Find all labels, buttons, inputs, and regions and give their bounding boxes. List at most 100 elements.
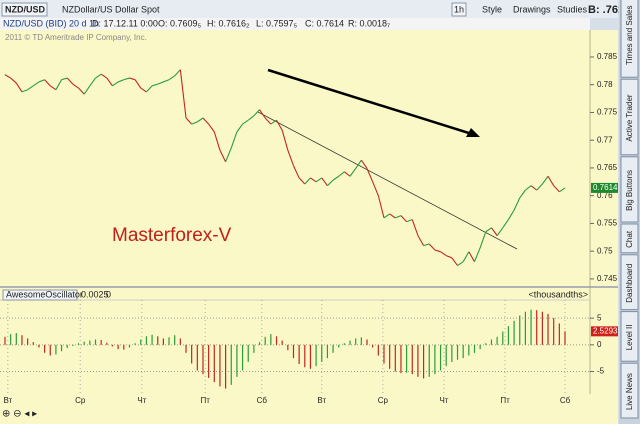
sidebar-tab-label: Times and Sales (625, 6, 634, 65)
oscillator-bar (128, 344, 131, 348)
oscillator-bar (394, 344, 396, 372)
oscillator-bar (275, 336, 278, 345)
oscillator-bar (428, 344, 430, 377)
oscillator-bar (553, 318, 555, 345)
oscillator-bar (315, 344, 317, 367)
oscillator-bar (417, 344, 419, 377)
oscillator-bar (151, 334, 153, 345)
price-segment (230, 131, 238, 149)
sidebar-tab[interactable] (620, 311, 639, 362)
oscillator-bar (541, 311, 543, 345)
oscillator-bar (321, 344, 323, 362)
zoom-controls[interactable]: ⊕ ⊖ ◂ ▸ (2, 409, 37, 420)
style-menu[interactable]: Style (482, 4, 502, 14)
sidebar-tab[interactable] (620, 254, 639, 311)
oscillator-bar (202, 344, 204, 375)
oscillator-bar (168, 337, 170, 345)
oscillator-bar (72, 344, 74, 346)
y-tick-label: 0.77 (597, 135, 613, 144)
oscillator-bar (270, 334, 272, 345)
y-tick-label: 5 (597, 313, 602, 322)
y-tick-label: 0.755 (597, 219, 618, 228)
price-segment (530, 185, 538, 191)
oscillator-bar (100, 340, 102, 345)
price-segment (496, 227, 504, 236)
price-segment (66, 77, 74, 85)
oscillator-bar (451, 344, 453, 362)
price-segment (4, 74, 11, 79)
last-value-box (591, 326, 618, 337)
sidebar-tab[interactable] (620, 223, 639, 254)
oscillator-bar (360, 337, 362, 345)
oscillator-bar (462, 344, 464, 359)
oscillator-bar (49, 344, 51, 356)
price-segment (485, 227, 492, 233)
price-segment (264, 117, 272, 125)
oscillator-bar (66, 344, 68, 349)
oscillator-bar (123, 344, 125, 350)
x-tick-label: Чт (439, 396, 448, 405)
oscillator-bar (185, 344, 187, 353)
oscillator-bar (264, 336, 266, 345)
oscillator-bar (281, 340, 283, 345)
price-segment (446, 255, 453, 259)
price-segment (298, 177, 306, 185)
y-tick-label: -5 (597, 367, 605, 376)
chart-title: NZD/USD (BID) 20 d 1h (3, 18, 99, 28)
price-segment (536, 183, 543, 191)
price-segment (72, 83, 79, 89)
oscillator-bar (219, 344, 221, 387)
price-segment (247, 115, 255, 121)
sidebar-tab[interactable] (620, 156, 639, 223)
oscillator-bar (349, 340, 351, 345)
price-segment (202, 117, 210, 125)
study-name-box[interactable] (2, 289, 78, 301)
oscillator-bar (230, 344, 232, 385)
last-price-box (591, 182, 618, 193)
price-segment (270, 119, 277, 125)
oscillator-bar (27, 338, 29, 345)
y-tick-label: 0.765 (597, 163, 618, 172)
price-segment (491, 227, 498, 236)
price-segment (174, 69, 181, 77)
y-tick-label: 0.76 (597, 191, 613, 200)
oscillator-bar (547, 313, 549, 345)
oscillator-bar (89, 340, 91, 345)
price-segment (253, 109, 260, 117)
x-tick-label: Пт (500, 396, 510, 405)
studies-menu[interactable]: Studies (557, 4, 588, 14)
price-segment (276, 119, 283, 131)
sidebar-tab[interactable] (620, 362, 639, 419)
price-segment (479, 231, 487, 249)
oscillator-bar (422, 344, 425, 379)
oscillator-bar (94, 339, 97, 345)
price-segment (366, 168, 374, 183)
sidebar-tab[interactable] (620, 0, 639, 78)
oscillator-bar (564, 331, 566, 345)
price-segment (27, 85, 34, 91)
oscillator-bar (106, 342, 108, 345)
oscillator-bar (43, 344, 46, 353)
oscillator-bar (145, 336, 148, 345)
oscillator-bar (55, 344, 57, 355)
sidebar-tab[interactable] (620, 78, 639, 156)
x-tick-label: Вт (3, 396, 12, 405)
price-segment (292, 165, 300, 179)
x-tick-label: Сб (257, 396, 268, 405)
trend-line (257, 111, 518, 250)
y-tick-label: 0.785 (597, 52, 618, 61)
close: C: 0.7614 (305, 18, 344, 28)
oscillator-bar (326, 344, 329, 359)
drawings-menu[interactable]: Drawings (513, 4, 551, 14)
symbol-box[interactable] (1, 2, 48, 17)
price-segment (259, 109, 266, 119)
price-segment (304, 177, 311, 185)
price-segment (338, 171, 345, 177)
price-segment (106, 77, 113, 87)
oscillator-bar (77, 343, 80, 345)
oscillator-bar (439, 344, 442, 371)
aggregation-button[interactable] (451, 2, 467, 17)
price-segment (502, 219, 509, 229)
x-tick-label: Ср (75, 396, 86, 405)
sidebar-tab-label: Active Trader (625, 94, 634, 141)
